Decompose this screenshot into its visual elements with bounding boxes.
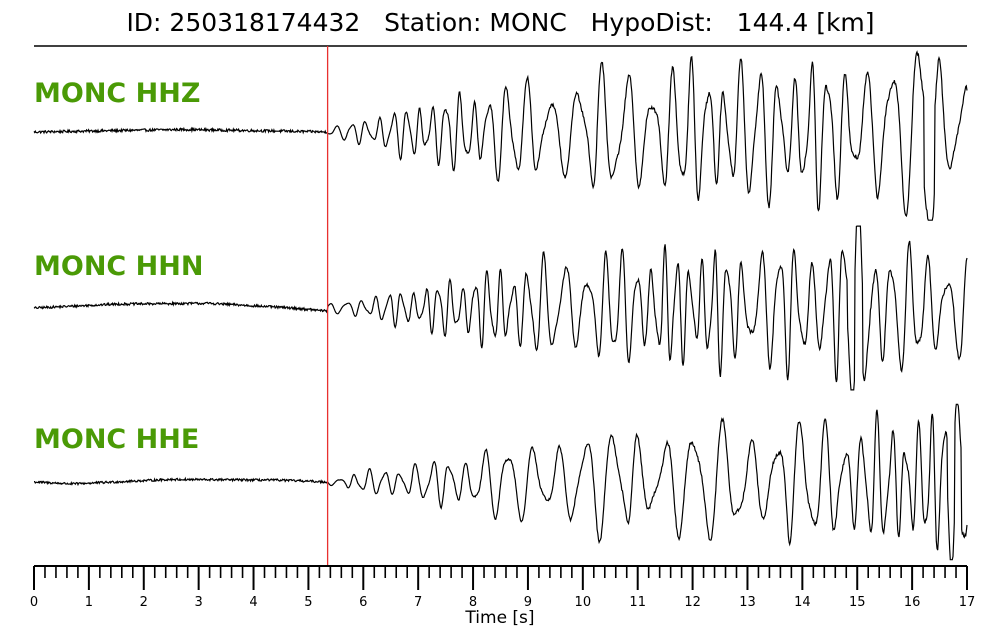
- x-tick-label: 9: [524, 595, 532, 610]
- trace-label: MONC HHZ: [34, 78, 200, 109]
- x-tick-label: 5: [304, 595, 312, 610]
- x-axis-label: Time [s]: [464, 608, 534, 628]
- x-tick-label: 2: [140, 595, 148, 610]
- x-tick-label: 4: [249, 595, 257, 610]
- x-tick-label: 13: [739, 595, 756, 610]
- x-axis: 0 1 2 3 4 5 6 7 8 9 10 11 12 13 14 15 16 17: [30, 565, 976, 610]
- trace-line: [34, 403, 968, 561]
- x-tick-label: 14: [794, 595, 811, 610]
- trace-labels-group: MONC HHZ MONC HHN MONC HHE: [34, 78, 203, 455]
- x-tick-label: 8: [469, 595, 477, 610]
- x-tick-label: 7: [414, 595, 422, 610]
- x-tick-label: 11: [629, 595, 646, 610]
- x-tick-label: 17: [959, 595, 976, 610]
- traces-group: [33, 50, 968, 561]
- trace-line: [33, 225, 968, 391]
- x-tick-label: 3: [195, 595, 203, 610]
- x-tick-label: 10: [575, 595, 592, 610]
- x-tick-label: 15: [849, 595, 866, 610]
- x-tick-label: 6: [359, 595, 367, 610]
- trace-label: MONC HHN: [34, 251, 203, 282]
- x-tick-label: 16: [904, 595, 921, 610]
- trace-label: MONC HHE: [34, 424, 199, 455]
- x-tick-label: 0: [30, 595, 38, 610]
- x-tick-label: 12: [684, 595, 701, 610]
- x-tick-label: 1: [85, 595, 93, 610]
- trace-line: [33, 50, 968, 221]
- chart-title: ID: 250318174432 Station: MONC HypoDist:…: [126, 8, 875, 37]
